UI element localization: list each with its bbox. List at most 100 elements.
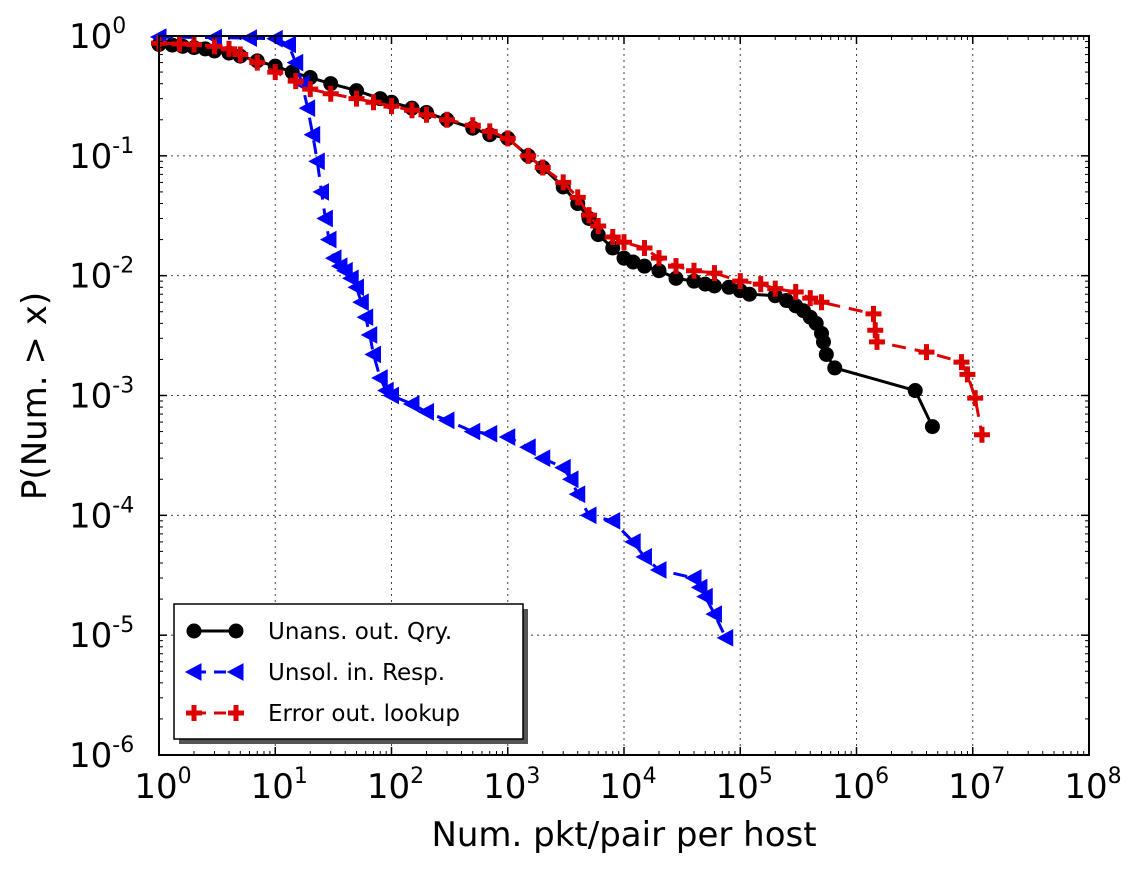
y-tick-base: 10 [69, 496, 112, 536]
data-point [953, 354, 970, 371]
data-point [322, 85, 339, 102]
data-point [438, 111, 455, 128]
y-tick-exponent: -3 [112, 374, 134, 399]
y-tick-label: 10-6 [69, 733, 134, 776]
x-tick-base: 10 [832, 767, 875, 807]
data-point [690, 578, 708, 597]
y-tick-base: 10 [69, 17, 112, 57]
data-point [650, 250, 667, 267]
legend: Unans. out. Qry. Unsol. in. Resp. Error ou… [173, 603, 528, 744]
data-point [907, 383, 923, 399]
data-point [624, 533, 641, 551]
x-tick-exponent: 6 [875, 764, 889, 789]
data-point [481, 123, 498, 140]
data-point [402, 395, 420, 413]
data-point [696, 587, 713, 606]
data-point [249, 54, 266, 71]
data-point [308, 152, 325, 171]
y-tick-label: 10-1 [69, 134, 134, 177]
data-point [818, 346, 834, 362]
legend-marker [228, 623, 244, 639]
data-point [616, 234, 632, 251]
data-point [347, 278, 365, 297]
legend-entry: Unans. out. Qry. [186, 619, 452, 645]
data-point [815, 334, 831, 350]
x-tick-base: 10 [948, 767, 991, 807]
data-point [352, 293, 369, 312]
x-tick-exponent: 3 [526, 764, 540, 789]
y-tick-base: 10 [69, 377, 112, 417]
data-point [342, 269, 359, 288]
x-tick-base: 10 [251, 767, 294, 807]
y-tick-base: 10 [69, 137, 112, 177]
x-tick-labels: 100 101 102 103 104 105 106 107 108 [134, 764, 1121, 807]
legend-entry: Unsol. in. Resp. [184, 660, 445, 686]
x-tick-exponent: 4 [643, 764, 657, 789]
x-tick-label: 105 [716, 764, 773, 807]
data-point [635, 548, 652, 566]
x-tick-base: 10 [1064, 767, 1107, 807]
x-axis-title: Num. pkt/pair per host [431, 815, 816, 855]
data-point [319, 230, 337, 249]
y-tick-base: 10 [69, 616, 112, 656]
data-point [973, 426, 990, 443]
x-tick-exponent: 1 [294, 764, 308, 789]
legend-marker [226, 663, 244, 681]
data-point [569, 189, 586, 206]
x-tick-exponent: 5 [759, 764, 773, 789]
y-tick-exponent: -4 [112, 493, 134, 518]
data-point [918, 344, 935, 361]
data-point [802, 290, 819, 307]
legend-label: Unans. out. Qry. [268, 619, 452, 645]
x-tick-exponent: 7 [991, 764, 1005, 789]
data-point [171, 35, 188, 52]
data-point [324, 249, 342, 267]
y-tick-base: 10 [69, 257, 112, 297]
data-point [520, 147, 537, 164]
y-tick-label: 10-5 [69, 613, 134, 656]
x-tick-base: 10 [134, 767, 177, 807]
x-tick-label: 100 [134, 764, 191, 807]
legend-label: Unsol. in. Resp. [268, 660, 445, 686]
data-point [568, 485, 586, 504]
x-tick-base: 10 [367, 767, 410, 807]
legend-entry: Error out. lookup [186, 701, 460, 727]
x-tick-label: 102 [367, 764, 424, 807]
data-point [865, 305, 882, 322]
y-axis-title: P(Num. > x) [15, 292, 55, 500]
data-point [267, 64, 284, 81]
legend-marker [228, 705, 244, 721]
x-tick-base: 10 [716, 767, 759, 807]
data-point [364, 345, 381, 364]
data-point [279, 35, 296, 54]
data-point [220, 40, 237, 57]
data-point [603, 511, 621, 530]
data-point [383, 98, 400, 115]
y-tick-exponent: -5 [112, 613, 134, 638]
x-tick-exponent: 8 [1108, 764, 1122, 789]
data-point [533, 449, 551, 467]
data-point [417, 403, 434, 421]
y-tick-label: 10-4 [69, 493, 134, 536]
data-point [534, 159, 551, 176]
data-point [348, 90, 365, 107]
data-point [767, 280, 784, 297]
x-tick-label: 108 [1064, 764, 1121, 807]
data-point [206, 38, 223, 55]
data-point [519, 438, 536, 457]
data-point [316, 209, 333, 228]
data-point [286, 53, 304, 72]
data-point [302, 81, 319, 98]
data-point [480, 424, 498, 443]
data-point [590, 217, 607, 234]
x-tick-label: 107 [948, 764, 1005, 807]
y-tick-label: 10-2 [69, 254, 134, 297]
data-point [303, 125, 321, 144]
data-point [685, 262, 702, 279]
data-point [464, 117, 481, 134]
data-point [371, 369, 388, 387]
y-tick-exponent: -1 [112, 134, 134, 159]
data-point [924, 419, 940, 435]
data-point [959, 366, 976, 383]
